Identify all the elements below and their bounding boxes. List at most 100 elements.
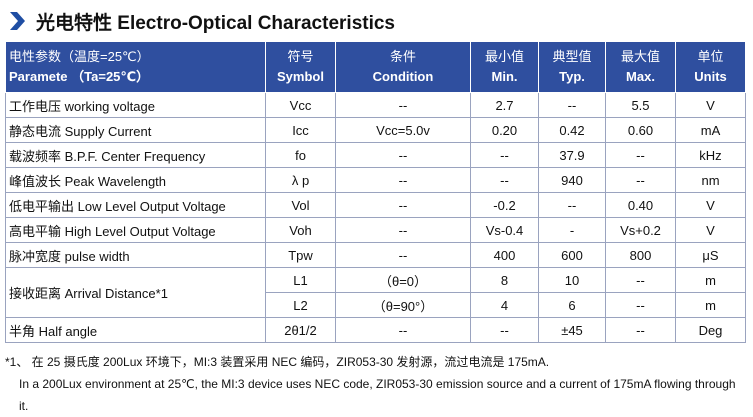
column-header: 单位 Units: [675, 41, 746, 93]
value-cell: --: [470, 142, 539, 168]
section-title: 光电特性 Electro-Optical Characteristics: [8, 6, 395, 36]
table-row: L2 （θ=90°） 4 6 -- m: [6, 292, 746, 318]
value-cell: --: [335, 217, 471, 243]
value-cell: Vol: [265, 192, 336, 218]
table-row: 接收距离 Arrival Distance*1 L1 （θ=0） 8 10 -- m: [5, 267, 746, 318]
header-cn: 典型值: [552, 49, 592, 64]
value-cell: 10: [538, 267, 606, 293]
header-en: Condition: [372, 69, 434, 84]
footnote-en: In a 200Lux environment at 25℃, the MI:3…: [19, 377, 736, 413]
value-cell: （θ=0）: [335, 267, 471, 293]
parameter-cell: 脉冲宽度 pulse width: [5, 242, 266, 268]
value-cell: Vcc: [265, 92, 336, 118]
parameter-cell: 载波频率 B.P.F. Center Frequency: [5, 142, 266, 168]
footnote: *1、 在 25 摄氏度 200Lux 环境下，MI:3 装置采用 NEC 编码…: [5, 351, 745, 417]
value-cell: V: [675, 92, 746, 118]
table-row: 脉冲宽度 pulse width Tpw -- 400 600 800 μS: [5, 242, 746, 268]
table-row: 低电平输出 Low Level Output Voltage Vol -- -0.2-…: [5, 192, 746, 218]
header-en: Min.: [491, 69, 518, 84]
value-cell: μS: [675, 242, 746, 268]
value-cell: fo: [265, 142, 336, 168]
value-cell: --: [335, 192, 471, 218]
value-cell: --: [538, 92, 606, 118]
parameter-cell: 低电平输出 Low Level Output Voltage: [5, 192, 266, 218]
value-cell: mA: [675, 117, 746, 143]
value-cell: --: [335, 317, 471, 343]
value-cell: 5.5: [605, 92, 676, 118]
value-cell: 6: [538, 292, 606, 318]
table-row: 半角 Half angle 2θ1/2 -- -- ±45 -- Deg: [5, 317, 746, 343]
value-cell: Deg: [675, 317, 746, 343]
header-cn: 符号: [287, 49, 314, 64]
value-cell: Voh: [265, 217, 336, 243]
value-cell: m: [675, 267, 746, 293]
value-cell: --: [605, 142, 676, 168]
value-cell: --: [605, 317, 676, 343]
column-header: 符号 Symbol: [265, 41, 336, 93]
parameter-cell: 半角 Half angle: [5, 317, 266, 343]
table-row: 高电平输 High Level Output Voltage Voh -- Vs-0.…: [5, 217, 746, 243]
value-cell: --: [605, 267, 676, 293]
value-cell: （θ=90°）: [335, 292, 471, 318]
table-row: 工作电压 working voltage Vcc -- 2.7 -- 5.5 V: [5, 92, 746, 118]
value-cell: Tpw: [265, 242, 336, 268]
header-cn: 最小值: [484, 49, 524, 64]
value-cell: --: [335, 167, 471, 193]
column-header: 电性参数（温度=25℃） Paramete （Ta=25℃）: [5, 41, 266, 93]
column-header: 条件 Condition: [335, 41, 471, 93]
column-header: 最小值 Min.: [470, 41, 539, 93]
value-cell: 2θ1/2: [265, 317, 336, 343]
header-en: Symbol: [277, 69, 324, 84]
value-cell: 37.9: [538, 142, 606, 168]
value-cell: 800: [605, 242, 676, 268]
value-cell: 600: [538, 242, 606, 268]
value-cell: --: [605, 292, 676, 318]
header-cn: 单位: [697, 49, 724, 64]
parameter-cell: 静态电流 Supply Current: [5, 117, 266, 143]
value-cell: V: [675, 217, 746, 243]
parameter-cell: 工作电压 working voltage: [5, 92, 266, 118]
value-cell: V: [675, 192, 746, 218]
table-row: 载波频率 B.P.F. Center Frequency fo -- -- 37.9 --…: [5, 142, 746, 168]
title-text: 光电特性 Electro-Optical Characteristics: [36, 12, 395, 34]
spec-table: 电性参数（温度=25℃） Paramete （Ta=25℃） 符号 Symbol 条件 C…: [5, 41, 746, 343]
value-cell: nm: [675, 167, 746, 193]
value-cell: 2.7: [470, 92, 539, 118]
header-en: Paramete （Ta=25℃）: [9, 69, 150, 84]
value-cell: 8: [470, 267, 539, 293]
value-cell: -0.2: [470, 192, 539, 218]
value-cell: m: [675, 292, 746, 318]
value-cell: ±45: [538, 317, 606, 343]
value-cell: Vs-0.4: [470, 217, 539, 243]
value-cell: --: [335, 142, 471, 168]
value-cell: 4: [470, 292, 539, 318]
value-cell: --: [538, 192, 606, 218]
table-row: 静态电流 Supply Current Icc Vcc=5.0v 0.20 0.42 0.…: [5, 117, 746, 143]
value-cell: 0.42: [538, 117, 606, 143]
value-cell: L1: [265, 267, 336, 293]
parameter-cell: 高电平输 High Level Output Voltage: [5, 217, 266, 243]
parameter-cell: 峰值波长 Peak Wavelength: [5, 167, 266, 193]
parameter-cell: 接收距离 Arrival Distance*1: [5, 267, 266, 318]
value-cell: 940: [538, 167, 606, 193]
value-cell: --: [605, 167, 676, 193]
header-cn: 最大值: [620, 49, 660, 64]
value-cell: Icc: [265, 117, 336, 143]
value-cell: -: [538, 217, 606, 243]
value-cell: Vs+0.2: [605, 217, 676, 243]
value-cell: 0.60: [605, 117, 676, 143]
value-cell: kHz: [675, 142, 746, 168]
header-en: Max.: [626, 69, 655, 84]
value-cell: --: [470, 167, 539, 193]
header-en: Units: [694, 69, 727, 84]
value-cell: 0.40: [605, 192, 676, 218]
column-header: 最大值 Max.: [605, 41, 676, 93]
value-cell: L2: [265, 292, 336, 318]
value-cell: 0.20: [470, 117, 539, 143]
column-header: 典型值 Typ.: [538, 41, 606, 93]
value-cell: Vcc=5.0v: [335, 117, 471, 143]
footnote-cn: *1、 在 25 摄氏度 200Lux 环境下，MI:3 装置采用 NEC 编码…: [5, 355, 550, 369]
value-cell: λ p: [265, 167, 336, 193]
header-en: Typ.: [559, 69, 585, 84]
